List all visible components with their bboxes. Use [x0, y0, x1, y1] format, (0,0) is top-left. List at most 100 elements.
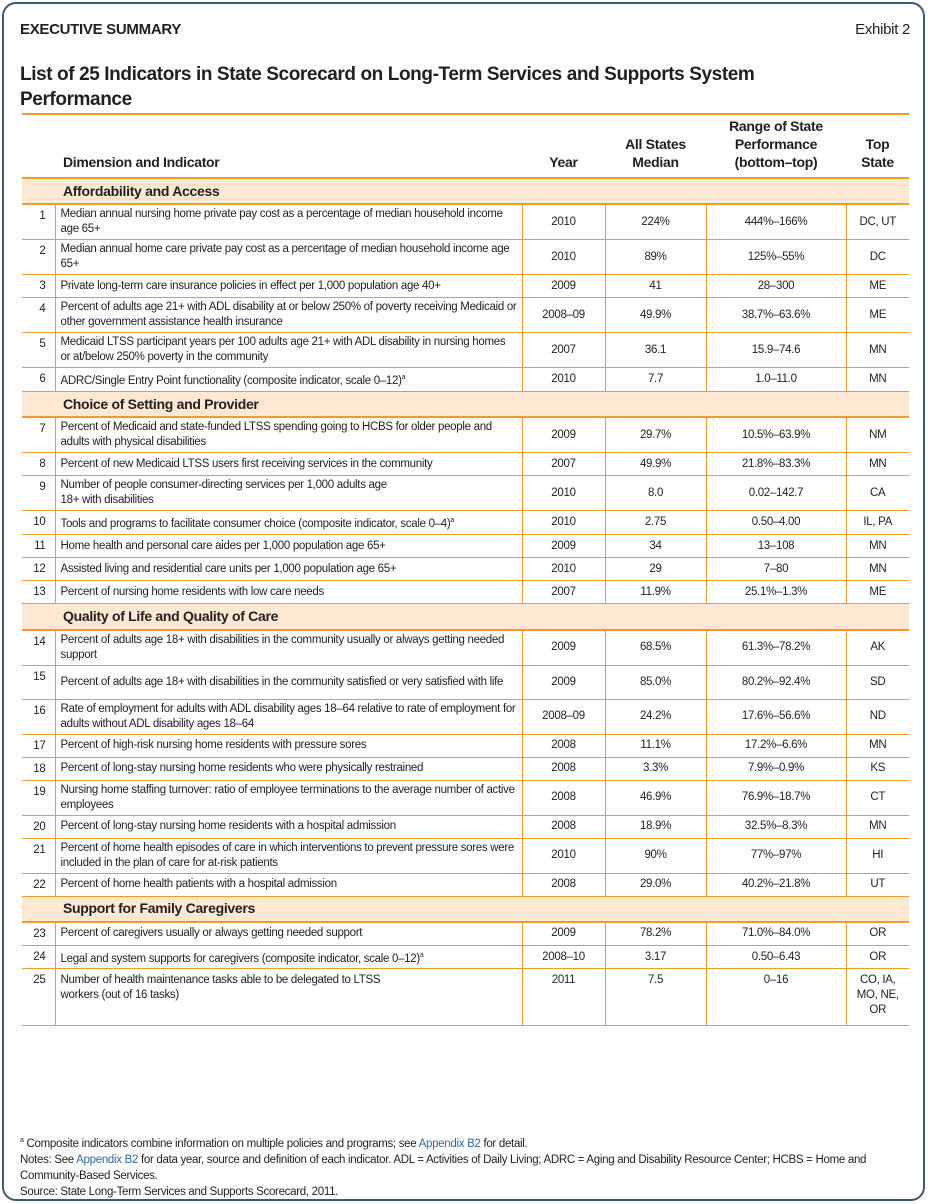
exhibit-label: Exhibit 2: [855, 21, 910, 38]
indicator-number: 1: [22, 204, 56, 240]
range-cell: 0.50–4.00: [705, 510, 846, 536]
table-row: 3 Private long-term care insurance polic…: [22, 274, 909, 298]
indicator-label: Percent of long-stay nursing home reside…: [60, 762, 424, 775]
top-state-cell: MN: [845, 557, 909, 582]
indicator-text: Percent of nursing home residents with l…: [55, 580, 522, 605]
indicator-text: Private long-term care insurance policie…: [55, 274, 522, 298]
table-row: 23 Percent of caregivers usually or alwa…: [22, 922, 909, 946]
footnote-text: Composite indicators combine information…: [26, 1137, 419, 1150]
section-title: Quality of Life and Quality of Care: [22, 603, 909, 631]
range-cell: 15.9–74.6: [705, 332, 846, 368]
indicator-label: Nursing home staffing turnover: ratio of…: [60, 783, 516, 811]
indicator-number: 18: [22, 757, 56, 781]
table-row: 18 Percent of long-stay nursing home res…: [22, 757, 909, 781]
range-cell: 1.0–11.0: [705, 367, 846, 392]
top-state-cell: OR: [845, 945, 909, 970]
median-cell: 41: [604, 274, 706, 298]
median-cell: 18.9%: [604, 815, 706, 839]
indicator-number: 25: [22, 968, 56, 1027]
indicator-number: 13: [22, 580, 56, 605]
year-cell: 2008: [521, 873, 605, 897]
top-state-cell: AK: [845, 629, 909, 666]
median-cell: 46.9%: [604, 780, 706, 816]
top-state-cell: UT: [845, 873, 909, 897]
table-row: 2 Median annual home care private pay co…: [22, 239, 909, 275]
indicator-text: Percent of long-stay nursing home reside…: [55, 815, 522, 839]
indicator-label: Percent of high-risk nursing home reside…: [60, 739, 367, 752]
year-cell: 2007: [521, 452, 605, 477]
table-header-row: Dimension and Indicator Year All States …: [22, 114, 909, 179]
indicator-label: Assisted living and residential care uni…: [60, 562, 397, 575]
year-cell: 2010: [521, 204, 605, 240]
range-cell: 40.2%–21.8%: [705, 873, 846, 897]
notes-prefix: Notes: See: [20, 1153, 77, 1166]
section-label: EXECUTIVE SUMMARY: [20, 21, 182, 38]
top-state-cell: CO, IA, MO, NE, OR: [845, 968, 909, 1027]
median-cell: 3.3%: [604, 757, 706, 781]
year-header: Year: [522, 114, 605, 179]
range-cell: 0.02–142.7: [705, 475, 846, 512]
year-cell: 2008: [521, 757, 605, 781]
indicator-number: 17: [22, 734, 56, 758]
number-header: [22, 114, 55, 179]
indicator-number: 20: [22, 815, 56, 839]
range-cell: 61.3%–78.2%: [705, 629, 846, 666]
top-state-header: Top State: [846, 114, 909, 179]
median-header: All States Median: [605, 114, 706, 179]
indicator-text: Medicaid LTSS participant years per 100 …: [55, 332, 522, 368]
footnote-mark: a: [419, 951, 424, 959]
section-header: Quality of Life and Quality of Care: [22, 603, 909, 631]
indicator-number: 23: [22, 922, 56, 946]
indicator-label: Medicaid LTSS participant years per 100 …: [60, 336, 506, 363]
range-cell: 38.7%–63.6%: [705, 297, 846, 333]
year-cell: 2011: [521, 968, 605, 1027]
top-state-cell: ME: [845, 274, 909, 298]
year-cell: 2009: [521, 922, 605, 946]
indicator-number: 14: [22, 629, 56, 666]
median-cell: 49.9%: [604, 297, 706, 333]
year-cell: 2010: [521, 367, 605, 392]
top-state-cell: MN: [845, 452, 909, 477]
indicator-number: 5: [22, 332, 56, 368]
footnote-mark: a: [20, 1137, 24, 1144]
median-cell: 24.2%: [604, 699, 706, 735]
table-row: 22 Percent of home health patients with …: [22, 873, 909, 897]
indicator-text: Tools and programs to facilitate consume…: [55, 510, 522, 536]
year-cell: 2010: [521, 239, 605, 275]
indicator-number: 24: [22, 945, 56, 970]
section-header: Support for Family Caregivers: [22, 896, 909, 924]
indicator-number: 15: [22, 665, 56, 700]
table-row: 9 Number of people consumer-directing se…: [22, 475, 909, 512]
range-cell: 80.2%–92.4%: [705, 665, 846, 700]
range-cell: 17.6%–56.6%: [705, 699, 846, 735]
appendix-link[interactable]: Appendix B2: [76, 1153, 139, 1166]
indicator-number: 11: [22, 534, 56, 559]
year-cell: 2009: [521, 665, 605, 700]
top-state-cell: ND: [845, 699, 909, 735]
indicator-label: Number of health maintenance tasks able …: [60, 974, 381, 1002]
indicator-label: ADRC/Single Entry Point functionality (c…: [60, 374, 402, 387]
top-state-cell: ME: [845, 297, 909, 333]
year-cell: 2008: [521, 734, 605, 758]
year-cell: 2008: [521, 815, 605, 839]
indicator-text: Percent of home health episodes of care …: [55, 838, 522, 874]
top-state-cell: CA: [845, 475, 909, 512]
table-row: 14 Percent of adults age 18+ with disabi…: [22, 629, 909, 666]
indicator-label: Percent of adults age 21+ with ADL disab…: [60, 301, 517, 328]
top-state-cell: CT: [845, 780, 909, 816]
appendix-link[interactable]: Appendix B2: [418, 1137, 481, 1150]
indicator-text: ADRC/Single Entry Point functionality (c…: [55, 367, 522, 392]
table-row: 12 Assisted living and residential care …: [22, 557, 909, 582]
top-state-cell: HI: [845, 838, 909, 874]
year-cell: 2009: [521, 274, 605, 298]
indicator-label: Legal and system supports for caregivers…: [60, 952, 421, 965]
range-cell: 444%–166%: [705, 204, 846, 240]
indicator-number: 16: [22, 699, 56, 735]
top-state-cell: DC: [845, 239, 909, 275]
indicator-text: Percent of Medicaid and state-funded LTS…: [55, 417, 522, 454]
median-cell: 11.1%: [604, 734, 706, 758]
year-cell: 2008: [521, 780, 605, 816]
table-row: 6 ADRC/Single Entry Point functionality …: [22, 367, 909, 392]
range-cell: 25.1%–1.3%: [705, 580, 846, 605]
indicator-text: Percent of new Medicaid LTSS users first…: [55, 452, 522, 477]
